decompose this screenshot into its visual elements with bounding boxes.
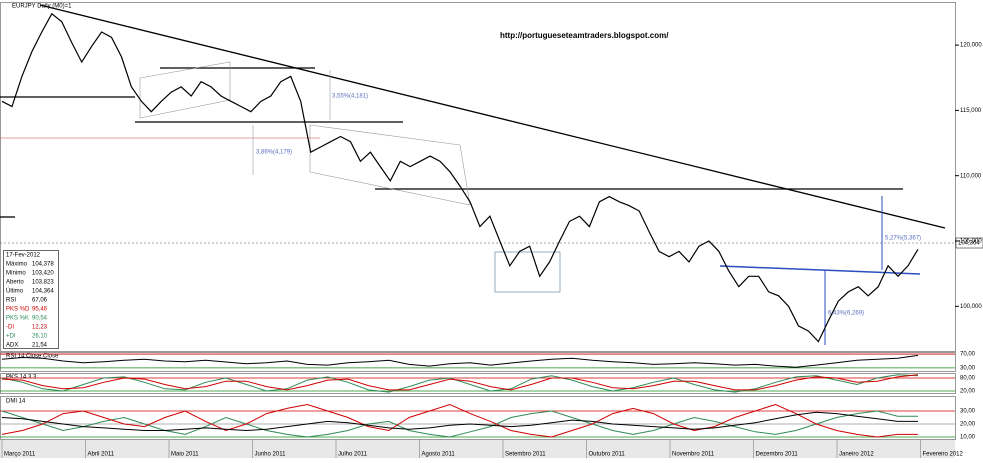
y-tick-label: 105,000 xyxy=(960,239,982,245)
info-label: Aberto xyxy=(6,280,24,286)
info-label: Último xyxy=(6,288,24,295)
series-line xyxy=(1,410,918,438)
y-tick-label: 30,00 xyxy=(960,409,976,415)
series-line xyxy=(1,411,918,432)
dmi-pane xyxy=(0,396,956,440)
last-price-label: 104,364 xyxy=(958,241,980,247)
info-value: 21,54 xyxy=(32,343,48,349)
x-tick-label: Novembro 2011 xyxy=(672,452,715,458)
series-line xyxy=(1,374,919,391)
x-tick-label: Agosto 2011 xyxy=(422,452,456,458)
info-label: PKS %D xyxy=(6,307,30,313)
series-line xyxy=(1,12,919,343)
trend-line xyxy=(39,4,946,229)
neckline xyxy=(719,265,921,275)
series-line xyxy=(1,403,918,438)
y-tick-label: 110,000 xyxy=(960,173,982,179)
y-tick-label: 120,000 xyxy=(960,43,982,49)
pane-title: PKS 14 3 3 xyxy=(6,375,37,381)
y-tick-label: 20,00 xyxy=(960,389,976,395)
rsi-pane xyxy=(0,352,956,372)
x-tick-label: Julho 2011 xyxy=(338,452,368,458)
x-tick-label: Fevereiro 2012 xyxy=(923,452,964,458)
info-value: 103,420 xyxy=(32,271,54,277)
y-tick-label: 100,000 xyxy=(960,304,982,310)
channel xyxy=(139,61,231,119)
series-line xyxy=(1,354,919,368)
x-tick-label: Março 2011 xyxy=(4,452,36,458)
info-value: 95,46 xyxy=(32,307,48,313)
info-label: RSI xyxy=(6,298,16,304)
x-tick-label: Setembro 2011 xyxy=(505,452,546,458)
channel xyxy=(309,124,471,206)
chart-title: EURJPY Daily (M0)=1 xyxy=(12,4,72,10)
x-tick-label: Abril 2011 xyxy=(88,452,115,458)
stoch-pane xyxy=(0,373,956,394)
x-tick-label: Junho 2011 xyxy=(255,452,287,458)
main-pane xyxy=(0,2,956,352)
info-value: 103,823 xyxy=(32,280,54,286)
info-label: Mínimo xyxy=(6,271,26,277)
info-value: 26,10 xyxy=(32,334,48,340)
info-label: ADX xyxy=(6,343,18,349)
y-tick-label: 80,00 xyxy=(960,376,976,382)
y-tick-label: 70,00 xyxy=(960,352,976,358)
y-tick-label: 30,00 xyxy=(960,365,976,371)
y-tick-label: 20,00 xyxy=(960,422,976,428)
x-tick-label: Maio 2011 xyxy=(171,452,199,458)
info-label: +DI xyxy=(6,334,16,340)
info-date: 17-Fev-2012 xyxy=(6,253,41,259)
annotation: 3,55%(4,181) xyxy=(332,94,368,100)
pane-title: RSI 14 Close Close xyxy=(6,354,59,360)
info-value: 67,06 xyxy=(32,298,48,304)
series-line xyxy=(1,374,919,393)
x-axis-band xyxy=(0,440,955,458)
info-label: Máximo xyxy=(6,262,28,268)
info-value: 104,364 xyxy=(32,289,54,295)
y-tick-label: 10,00 xyxy=(960,435,976,441)
annotation: 3,86%(4,179) xyxy=(256,150,292,156)
y-tick-label: 115,000 xyxy=(960,108,982,114)
x-tick-label: Dezembro 2011 xyxy=(756,452,799,458)
annotation: 5,27%(5,367) xyxy=(885,236,921,242)
info-label: PKS %K xyxy=(6,316,29,322)
highlight-box xyxy=(494,251,561,293)
info-panel xyxy=(3,250,59,349)
x-tick-label: Outubro 2011 xyxy=(589,452,626,458)
info-label: -DI xyxy=(6,325,14,331)
last-price-box xyxy=(955,237,983,249)
pane-title: DMI 14 xyxy=(6,399,26,405)
info-value: 104,378 xyxy=(32,262,54,268)
x-tick-label: Janeiro 2012 xyxy=(839,452,874,458)
watermark: http://portugueseteamtraders.blogspot.co… xyxy=(500,31,669,40)
info-value: 90,54 xyxy=(32,316,48,322)
info-value: 12,23 xyxy=(32,325,48,331)
annotation: 6,43%(6,269) xyxy=(828,311,864,317)
